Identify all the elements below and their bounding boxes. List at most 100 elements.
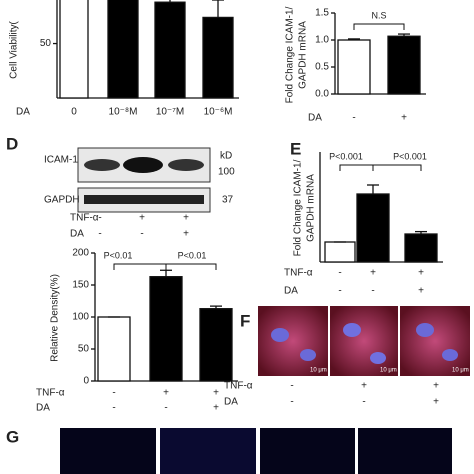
row-sign: - (290, 381, 293, 392)
error-bar (415, 230, 427, 234)
row-sign: + (183, 213, 189, 224)
x-tick-label: 10⁻⁶M (204, 107, 233, 118)
scale-label: 10 μm (380, 368, 397, 374)
row-sign: - (98, 213, 101, 224)
error-bar (212, 0, 224, 18)
y-tick-label: 50 (78, 344, 90, 355)
bar (107, 0, 139, 99)
row-label: DA (36, 403, 50, 414)
row-label: TNF-α (36, 388, 65, 399)
annotation: P<0.001 (329, 151, 363, 161)
error-bar (367, 184, 379, 194)
row-sign: - (338, 268, 341, 279)
row-sign: + (433, 397, 439, 408)
bracket (339, 164, 374, 171)
error-bar (398, 33, 410, 37)
row-sign: - (371, 286, 374, 297)
row-label: TNF-α (70, 213, 99, 224)
row-label: DA (224, 397, 238, 408)
x-axis-label: DA (16, 107, 30, 118)
scale-label: 10 μm (310, 368, 327, 374)
panel-label: E (290, 139, 301, 158)
y-axis-label: Relative Density(%) (50, 274, 61, 362)
row-label: DA (308, 113, 322, 124)
y-tick-label: 0 (83, 376, 89, 387)
panel-label: D (6, 134, 18, 153)
size-label: 37 (222, 195, 234, 206)
bar (202, 16, 234, 99)
bracket (353, 23, 405, 30)
row-sign: - (112, 388, 115, 399)
error-bar (169, 0, 171, 3)
bar (337, 39, 371, 95)
row-sign: + (433, 381, 439, 392)
bar (154, 1, 186, 99)
band-label: GAPDH (44, 195, 80, 206)
y-axis-label: GAPDH mRNA (298, 21, 309, 89)
annotation: P<0.01 (104, 250, 133, 260)
row-label: TNF-α (284, 268, 313, 279)
size-label: 100 (218, 167, 235, 178)
row-sign: + (139, 213, 145, 224)
y-tick-label: 200 (72, 248, 89, 259)
row-sign: - (338, 286, 341, 297)
x-tick-label: 0 (71, 107, 77, 118)
micrographs-f (258, 306, 470, 376)
row-sign: + (401, 113, 407, 124)
row-sign: - (352, 113, 355, 124)
micrographs-g (60, 428, 452, 474)
bracket (113, 263, 167, 270)
bar (356, 193, 390, 263)
row-sign: + (183, 229, 189, 240)
bar (149, 276, 183, 382)
row-label: DA (284, 286, 298, 297)
y-axis-label: Fold Change ICAM-1/ (293, 159, 304, 256)
row-sign: - (140, 229, 143, 240)
row-sign: + (418, 286, 424, 297)
bar (59, 0, 89, 99)
panel-label: G (6, 427, 19, 446)
band (168, 159, 204, 171)
band (84, 159, 120, 171)
y-tick-label: 100 (72, 312, 89, 323)
error-bar (160, 269, 172, 277)
error-bar (348, 38, 360, 40)
row-sign: + (361, 381, 367, 392)
x-tick-label: 10⁻⁷M (156, 107, 184, 118)
row-sign: + (213, 403, 219, 414)
bar (199, 308, 233, 382)
bracket (372, 164, 422, 171)
row-label: DA (70, 229, 84, 240)
row-sign: - (112, 403, 115, 414)
band (123, 157, 163, 173)
row-sign: - (164, 403, 167, 414)
row-sign: - (98, 229, 101, 240)
y-tick-label: 1.5 (315, 8, 329, 19)
bar (324, 241, 356, 263)
band-label: ICAM-1 (44, 155, 78, 166)
x-tick-label: 10⁻⁸M (109, 107, 138, 118)
kd-label: kD (220, 151, 232, 162)
row-sign: + (370, 268, 376, 279)
row-label: TNF-α (224, 381, 253, 392)
row-sign: - (290, 397, 293, 408)
y-tick-label: 0.5 (315, 62, 329, 73)
row-sign: + (213, 388, 219, 399)
y-tick-label: 150 (72, 280, 89, 291)
bar (387, 35, 421, 95)
bar (97, 316, 131, 382)
y-tick-label: 1.0 (315, 35, 329, 46)
scale-label: 10 μm (452, 368, 469, 374)
y-tick-label: 0.0 (315, 89, 329, 100)
y-tick-label: 50 (40, 38, 52, 49)
annotation: P<0.001 (393, 151, 427, 161)
y-axis-label: GAPDH mRNA (306, 174, 317, 242)
band (84, 195, 204, 204)
bracket (165, 263, 217, 270)
panel-label: F (240, 311, 250, 330)
error-bar (210, 305, 222, 309)
bar (404, 233, 438, 263)
y-axis-label: Cell Viability( (9, 21, 20, 79)
annotation: N.S (371, 10, 386, 20)
